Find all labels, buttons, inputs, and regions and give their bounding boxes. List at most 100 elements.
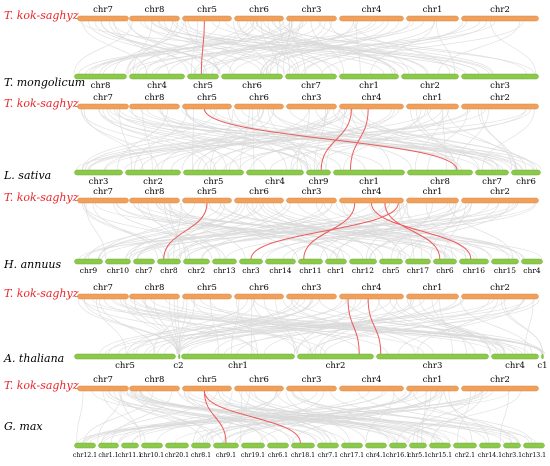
target-chromosome-label: chr19.1: [241, 452, 265, 459]
background-link: [154, 108, 400, 171]
target-species-label: L. sativa: [3, 169, 51, 182]
background-link: [315, 202, 407, 260]
background-link: [118, 390, 205, 444]
background-link: [355, 20, 361, 75]
background-link: [233, 20, 411, 75]
query-chromosome-bar: [234, 293, 284, 300]
background-link: [312, 298, 490, 355]
target-chromosome-bar: [165, 442, 189, 449]
background-link: [524, 298, 534, 355]
background-link: [175, 20, 417, 75]
highlighted-link: [250, 202, 399, 260]
target-chromosome-label: chr7.1: [318, 452, 338, 459]
background-link: [410, 108, 457, 171]
target-chromosome-bar: [212, 258, 237, 265]
target-chromosome-bar: [479, 442, 501, 449]
target-chromosome-bar: [241, 442, 265, 449]
background-link: [300, 390, 437, 444]
target-chromosome-bar: [246, 169, 304, 176]
target-chromosome-bar: [333, 169, 405, 176]
background-link: [490, 20, 537, 75]
target-chromosome-label: chr11: [299, 266, 321, 275]
background-link: [175, 202, 536, 260]
background-link: [193, 390, 233, 444]
target-chromosome-bar: [405, 258, 431, 265]
target-chromosome-label: chr6: [436, 266, 454, 275]
background-link: [164, 298, 343, 355]
background-link: [407, 298, 506, 355]
query-chromosome-label: chr6: [249, 375, 269, 385]
background-link: [183, 390, 411, 444]
query-species-label: T. kok-saghyz: [4, 191, 79, 204]
background-link: [85, 202, 106, 260]
target-chromosome-label: chr11.1: [118, 452, 142, 459]
background-link: [219, 202, 467, 260]
background-link: [89, 20, 291, 75]
background-link: [139, 20, 385, 75]
background-link: [83, 298, 259, 355]
background-link: [105, 390, 278, 444]
query-chromosome-label: chr2: [490, 93, 510, 103]
target-chromosome-bar: [475, 169, 509, 176]
query-chromosome-label: chr6: [249, 187, 269, 197]
query-chromosome-label: chr6: [249, 5, 269, 15]
query-chromosome-bar: [129, 385, 180, 392]
target-chromosome-bar: [74, 73, 127, 80]
background-link: [292, 390, 438, 444]
highlighted-link: [203, 390, 227, 444]
background-link: [137, 202, 333, 260]
background-link: [98, 298, 156, 355]
background-link: [127, 298, 248, 355]
target-chromosome-label: chr1.1: [98, 452, 118, 459]
target-chromosome-label: chr4: [523, 266, 541, 275]
query-chromosome-bar: [129, 103, 180, 110]
background-link: [118, 390, 281, 444]
background-link: [211, 20, 492, 75]
query-chromosome-bar: [286, 103, 337, 110]
query-chromosome-bar: [129, 15, 180, 22]
background-link: [234, 390, 445, 444]
background-link: [168, 20, 322, 75]
target-chromosome-label: chr6: [242, 81, 262, 91]
query-chromosome-label: chr7: [93, 187, 113, 197]
target-chromosome-label: chr1: [327, 266, 344, 275]
target-chromosome-bar: [365, 442, 387, 449]
target-chromosome-bar: [453, 442, 477, 449]
background-link: [350, 108, 391, 171]
query-species-label: T. kok-saghyz: [4, 287, 79, 300]
target-chromosome-bar: [285, 73, 337, 80]
target-chromosome-bar: [339, 73, 399, 80]
background-link: [365, 390, 395, 444]
background-link: [254, 298, 502, 355]
highlighted-link: [350, 108, 369, 171]
background-link: [80, 108, 159, 171]
background-link: [95, 298, 127, 355]
target-chromosome-label: chr5: [193, 81, 213, 91]
background-link: [113, 390, 223, 444]
background-link: [282, 20, 393, 75]
query-chromosome-label: chr6: [249, 93, 269, 103]
target-chromosome-bar: [141, 442, 163, 449]
query-chromosome-bar: [406, 293, 459, 300]
background-link: [83, 202, 170, 260]
background-link: [81, 108, 340, 171]
background-link: [282, 202, 537, 260]
background-link: [101, 390, 218, 444]
target-chromosome-label: chr1: [359, 81, 379, 91]
background-link: [416, 390, 432, 444]
query-chromosome-bar: [339, 293, 404, 300]
background-link: [430, 202, 456, 260]
target-chromosome-bar: [349, 258, 377, 265]
query-chromosome-bar: [339, 197, 404, 204]
query-chromosome-bar: [339, 103, 404, 110]
background-link: [83, 202, 226, 260]
highlighted-link: [163, 202, 208, 260]
background-link: [425, 202, 453, 260]
background-link: [135, 298, 294, 355]
highlighted-link: [303, 202, 356, 260]
target-chromosome-bar: [503, 442, 521, 449]
target-chromosome-bar: [541, 353, 544, 360]
highlighted-synteny-links: [163, 20, 472, 444]
background-link: [319, 298, 517, 355]
background-link: [343, 202, 510, 260]
